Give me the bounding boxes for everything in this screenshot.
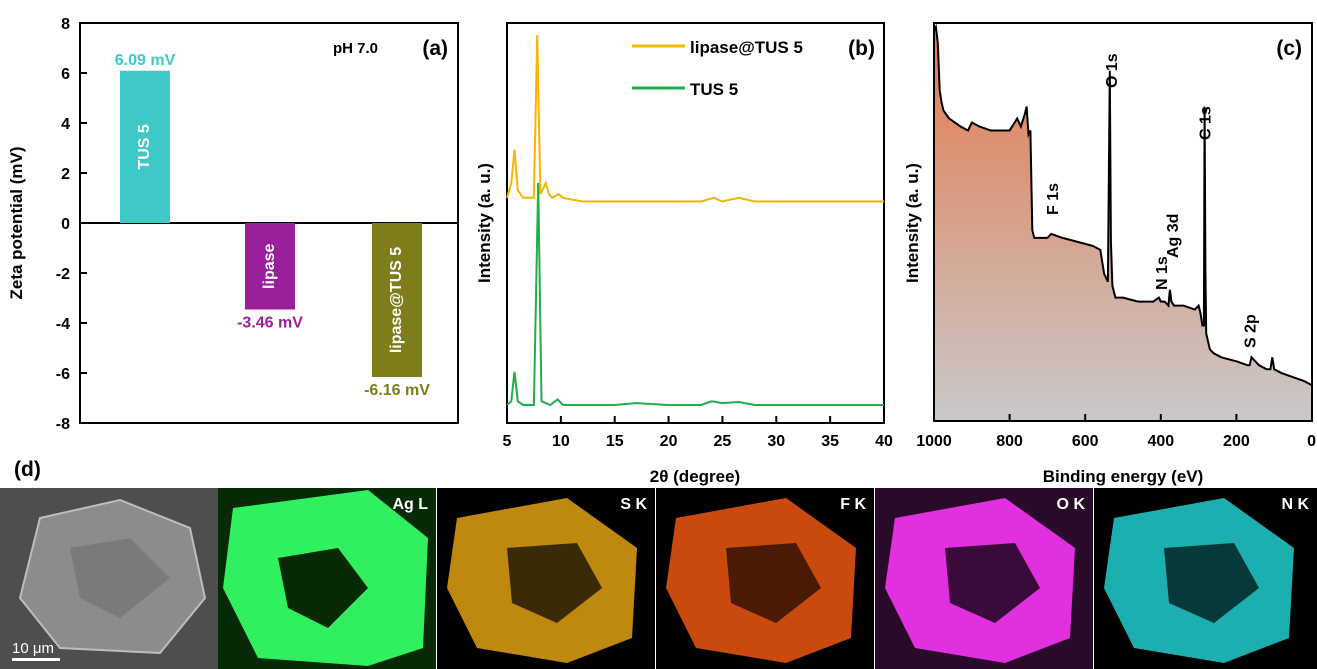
bar-category-label: lipase (261, 243, 278, 288)
panel-label-a: (a) (422, 37, 448, 60)
map-tile-o: O K (875, 488, 1093, 669)
y-tick-label-a: -4 (56, 316, 70, 333)
s-map-shape (447, 498, 637, 663)
o-map-shape (885, 498, 1075, 663)
peak-label: F 1s (1045, 183, 1062, 215)
x-tick-label-b: 5 (503, 433, 512, 450)
x-axis-label-b: 2θ (degree) (650, 467, 740, 486)
bar-category-label: TUS 5 (136, 124, 153, 169)
panel-label-b: (b) (848, 37, 875, 60)
scale-bar: 10 μm (12, 640, 60, 661)
peak-label: Ag 3d (1165, 214, 1182, 258)
ag-map-shape (223, 490, 428, 666)
map-tile-n: N K (1094, 488, 1317, 669)
x-tick-label-b: 35 (821, 433, 839, 450)
x-tick-label-c: 400 (1147, 433, 1174, 450)
map-label-o: O K (1056, 496, 1085, 513)
plot-frame-c (933, 22, 1313, 422)
panel-label-d: (d) (14, 458, 41, 481)
x-axis-label-c: Binding energy (eV) (1043, 467, 1204, 486)
x-tick-label-b: 15 (606, 433, 624, 450)
x-tick-label-b: 40 (875, 433, 893, 450)
y-tick-label-a: -8 (56, 416, 70, 433)
y-tick-label-a: 0 (61, 216, 70, 233)
x-tick-label-c: 800 (996, 433, 1023, 450)
y-axis-label-b: Intensity (a. u.) (475, 163, 494, 283)
xrd-chart: 5 10 15 20 25 30 35 40 Intensity (a. u.) 2θ (de… (475, 22, 893, 486)
bar-value-label: -6.16 mV (364, 382, 430, 399)
sem-particle-shape (18, 498, 207, 655)
xps-spectrum-line (933, 23, 1313, 387)
xrd-series-1 (506, 182, 884, 407)
map-label-ag: Ag L (392, 496, 428, 513)
bar-category-label: lipase@TUS 5 (388, 247, 405, 353)
bar-0 (120, 70, 170, 223)
map-tile-s: S K (437, 488, 655, 669)
y-axis-label-a: Zeta potential (mV) (7, 146, 26, 299)
bar-value-label: 6.09 mV (115, 52, 176, 69)
x-tick-label-b: 30 (767, 433, 785, 450)
x-tick-label-c: 1000 (916, 433, 952, 450)
peak-label: C 1s (1198, 106, 1215, 140)
map-label-s: S K (620, 496, 647, 513)
y-tick-label-a: 4 (61, 116, 70, 133)
bar-2 (372, 223, 422, 377)
ph-annotation: pH 7.0 (333, 40, 378, 57)
peak-label: N 1s (1154, 256, 1171, 290)
zeta-potential-chart: 8 6 4 2 0 -2 -4 -6 -8 TUS 5 6.09 mV lipase -3.46 mV… (7, 16, 459, 433)
map-tile-ag: Ag L (218, 488, 436, 669)
map-tile-f: F K (656, 488, 874, 669)
f-map-shape (666, 498, 856, 663)
bar-1 (245, 223, 295, 310)
y-axis-label-c: Intensity (a. u.) (903, 163, 922, 283)
y-tick-label-a: -2 (56, 266, 70, 283)
x-tick-label-b: 25 (714, 433, 732, 450)
y-tick-label-a: 6 (61, 66, 70, 83)
scale-bar-line (12, 658, 60, 661)
x-tick-label-c: 0 (1307, 433, 1316, 450)
x-tick-label-c: 600 (1072, 433, 1099, 450)
scale-bar-label: 10 μm (12, 640, 54, 657)
n-map-shape (1104, 498, 1294, 663)
peak-label: S 2p (1243, 314, 1260, 348)
y-tick-label-a: 2 (61, 166, 70, 183)
x-tick-label-c: 200 (1223, 433, 1250, 450)
xrd-series-0 (506, 34, 884, 203)
plot-frame-b (506, 22, 885, 424)
xps-fill-area (934, 27, 1312, 421)
sem-image-tile: 10 μm (0, 488, 218, 669)
legend-label-tus5: TUS 5 (690, 80, 738, 99)
y-tick-label-a: -6 (56, 366, 70, 383)
map-label-n: N K (1281, 496, 1309, 513)
x-tick-label-b: 20 (660, 433, 678, 450)
panel-label-c: (c) (1276, 37, 1302, 60)
y-tick-label-a: 8 (61, 16, 70, 33)
bar-value-label: -3.46 mV (237, 315, 303, 332)
x-tick-label-b: 10 (552, 433, 570, 450)
legend-label-lipase-tus5: lipase@TUS 5 (690, 38, 803, 57)
map-label-f: F K (840, 496, 866, 513)
peak-label: O 1s (1104, 53, 1121, 88)
